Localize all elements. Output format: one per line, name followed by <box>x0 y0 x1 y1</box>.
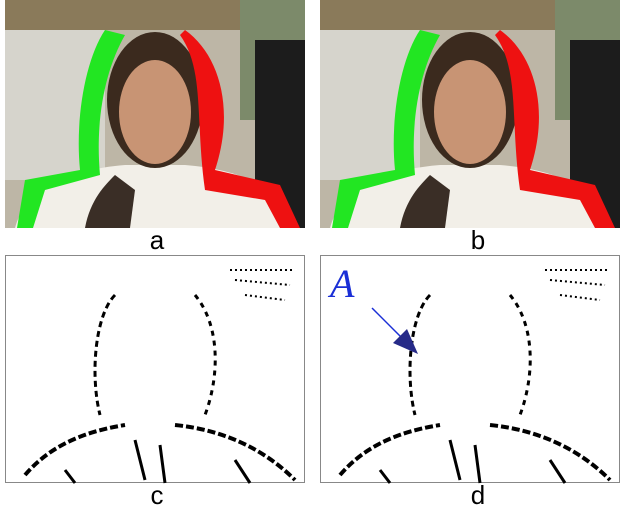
panel-label: c <box>151 480 164 510</box>
image-b <box>320 0 620 228</box>
panel-label: b <box>471 225 485 255</box>
image-c <box>6 256 305 484</box>
annotation: A <box>327 261 355 306</box>
panel-label: d <box>471 480 485 510</box>
panel-label: a <box>150 225 165 255</box>
image-a <box>5 0 305 228</box>
image-d <box>321 256 620 484</box>
figure: a b c d A <box>0 0 623 511</box>
